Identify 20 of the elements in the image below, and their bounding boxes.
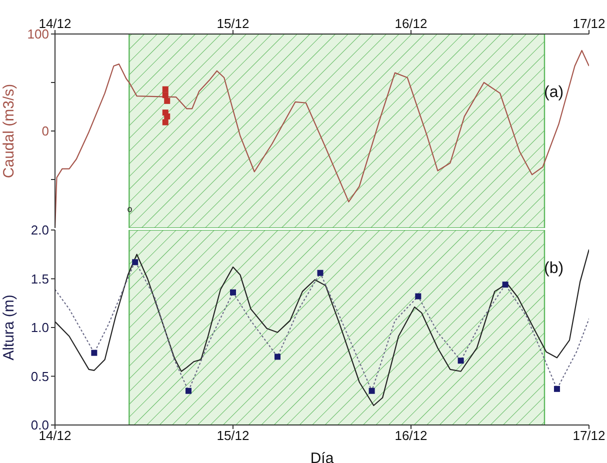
x-tick-label: 16/12 xyxy=(394,428,428,444)
annotation: (a) xyxy=(544,84,564,102)
x-axis-title: Día xyxy=(310,450,334,463)
y-tick-label: 0 xyxy=(42,124,49,139)
annotation: (b) xyxy=(544,260,564,278)
point xyxy=(162,86,168,92)
x-tick-label: 15/12 xyxy=(216,428,250,444)
y-tick-label: 1.5 xyxy=(30,271,49,286)
y-tick-label: 0.5 xyxy=(30,368,49,384)
point xyxy=(162,92,168,98)
x-tick-label: 14/12 xyxy=(38,428,72,444)
y-tick-label: 2.0 xyxy=(30,222,49,238)
point xyxy=(162,119,168,126)
x-tick-label: 17/12 xyxy=(572,428,606,444)
x-tick-label: 15/12 xyxy=(216,16,250,31)
x-tick-label: 17/12 xyxy=(572,16,606,31)
x-tick-label: 16/12 xyxy=(394,16,428,31)
y-tick-label: 1.0 xyxy=(30,320,49,336)
y-axis-title: Caudal (m3/s) xyxy=(0,84,18,178)
y-axis-title: Altura (m) xyxy=(0,294,18,360)
